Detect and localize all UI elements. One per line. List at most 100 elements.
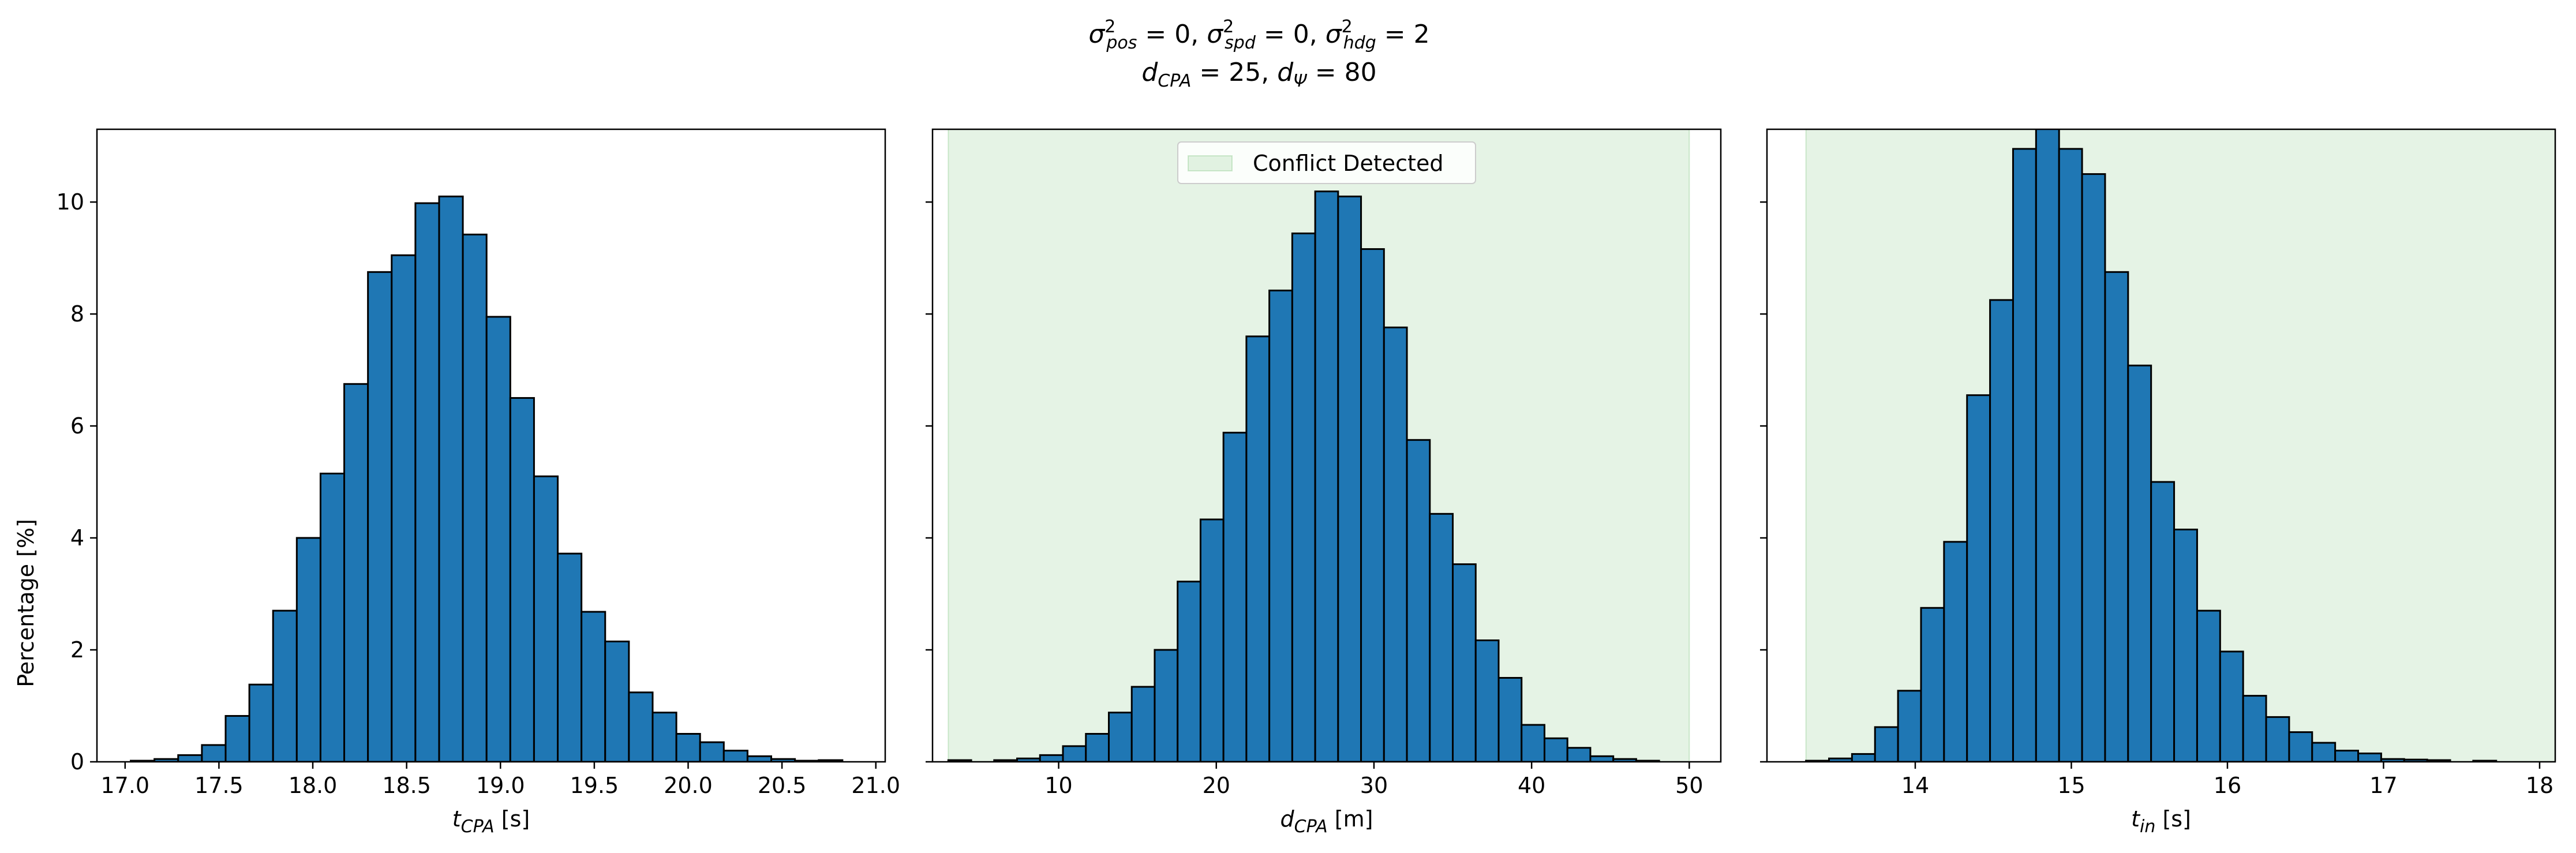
histogram-bar — [2058, 148, 2083, 762]
histogram-bar — [1543, 737, 1568, 762]
histogram-bar — [1062, 745, 1087, 762]
x-tick-label: 30 — [1360, 773, 1388, 798]
histogram-bar — [2219, 650, 2244, 762]
histogram-bar — [1943, 541, 1968, 762]
histogram-bar — [1085, 733, 1110, 762]
histogram-bar — [485, 316, 511, 762]
figure-title: σ2 pos = 0, σ2 spd = 0, σ2 hdg = 2 dCPA = 2… — [1088, 17, 1429, 91]
legend-swatch — [1188, 155, 1233, 171]
y-tick-label: 2 — [70, 637, 84, 663]
y-tick-label: 6 — [70, 413, 84, 439]
histogram-bar — [272, 609, 298, 762]
axes-frame — [1766, 128, 2556, 763]
histogram-bars — [947, 190, 1660, 762]
histogram-bar — [1360, 248, 1385, 762]
histogram-bar — [2334, 750, 2360, 762]
histogram-bar — [1177, 581, 1201, 762]
histogram-bar — [1268, 289, 1293, 762]
histogram-bar — [652, 712, 677, 762]
histogram-bar — [2357, 752, 2382, 762]
histogram-bar — [1589, 755, 1615, 762]
histogram-bar — [1897, 690, 1922, 762]
histogram-bar — [746, 755, 773, 762]
histogram-bar — [2196, 609, 2221, 762]
y-tick-label: 8 — [70, 301, 84, 327]
y-axis-label: Percentage [%] — [13, 519, 39, 687]
histogram-bar — [462, 233, 488, 762]
histogram-bar — [722, 750, 748, 762]
histogram-bar — [604, 640, 630, 762]
histogram-bar — [2242, 695, 2267, 762]
histogram-bar — [533, 475, 559, 762]
histogram-bar — [581, 611, 606, 762]
histogram-bar — [1130, 686, 1156, 762]
histogram-bar — [1966, 394, 1991, 762]
figure-title-line1: σ2 pos = 0, σ2 spd = 0, σ2 hdg = 2 — [1088, 17, 1429, 53]
x-tick-label: 15 — [2057, 773, 2085, 798]
histogram-bar — [438, 195, 464, 762]
legend: Conflict Detected — [1177, 141, 1476, 184]
histogram-bars — [130, 195, 844, 762]
histogram-bar — [2288, 731, 2313, 762]
histogram-bar — [1314, 190, 1339, 762]
x-tick-label: 18 — [2526, 773, 2553, 798]
histogram-bar — [1989, 299, 2014, 762]
histogram-bar — [1851, 753, 1876, 762]
histogram-bar — [201, 744, 227, 762]
histogram-bar — [414, 202, 440, 762]
histogram-bar — [1406, 439, 1431, 762]
histogram-bar — [628, 691, 654, 762]
histogram-bars — [1805, 129, 2498, 762]
x-tick-label: 20.0 — [664, 773, 713, 798]
x-axis-label: tCPA [s] — [452, 806, 530, 837]
histogram-bar — [1874, 726, 1899, 762]
histogram-bar — [557, 552, 583, 762]
histogram-bar — [2081, 173, 2106, 762]
histogram-bar — [1429, 512, 1454, 762]
x-tick-label: 17.5 — [194, 773, 244, 798]
histogram-bar — [2012, 148, 2037, 762]
histogram-bar — [248, 683, 274, 762]
x-tick-label: 19.0 — [476, 773, 525, 798]
x-tick-label: 20.5 — [758, 773, 807, 798]
histogram-bar — [2173, 528, 2198, 762]
histogram-bar — [1383, 326, 1408, 762]
histogram-bar — [224, 714, 250, 762]
histogram-bar — [391, 254, 417, 762]
y-tick-label: 4 — [70, 525, 84, 551]
subplots: 17.0 17.5 18.0 18.5 19.0 19.5 20.0 20.5 21.0 0 2 4 6… — [57, 128, 2556, 837]
x-tick-label: 17 — [2369, 773, 2397, 798]
x-tick-label: 40 — [1518, 773, 1545, 798]
histogram-bar — [2104, 271, 2129, 762]
x-tick-label: 17.0 — [100, 773, 149, 798]
histogram-bar — [675, 733, 701, 762]
axes-frame — [931, 128, 1722, 763]
histogram-bar — [1107, 712, 1133, 762]
x-tick-label: 21.0 — [851, 773, 900, 798]
histogram-bar — [367, 271, 393, 762]
subplot-1: 17.0 17.5 18.0 18.5 19.0 19.5 20.0 20.5 21.0 0 2 4 6… — [57, 128, 900, 837]
x-tick-label: 14 — [1901, 773, 1929, 798]
x-axis-label: tin [s] — [2131, 806, 2191, 837]
histogram-bar — [177, 754, 203, 762]
histogram-bar — [1222, 432, 1248, 762]
histogram-bar — [1920, 607, 1945, 762]
x-tick-label: 16 — [2214, 773, 2241, 798]
histogram-bar — [1521, 724, 1545, 762]
histogram-bar — [509, 397, 535, 762]
histogram-bar — [2311, 742, 2337, 762]
histogram-bar — [2127, 364, 2152, 762]
subplot-2: 10 20 30 40 50 dCPA [m] Conflict Detected — [926, 128, 1722, 837]
histogram-bar — [1452, 563, 1477, 762]
histogram-bar — [1291, 232, 1316, 762]
histogram-bar — [295, 537, 321, 762]
figure-title-line2: dCPA = 25, dΨ = 80 — [1141, 58, 1376, 91]
x-axis-label: dCPA [m] — [1280, 806, 1373, 837]
axes-frame — [96, 128, 886, 763]
histogram-bar — [1245, 335, 1271, 762]
histogram-bar — [343, 383, 369, 762]
x-tick-label: 10 — [1044, 773, 1072, 798]
histogram-bar — [1199, 518, 1225, 762]
x-tick-label: 20 — [1203, 773, 1230, 798]
histogram-bar — [1566, 747, 1592, 762]
